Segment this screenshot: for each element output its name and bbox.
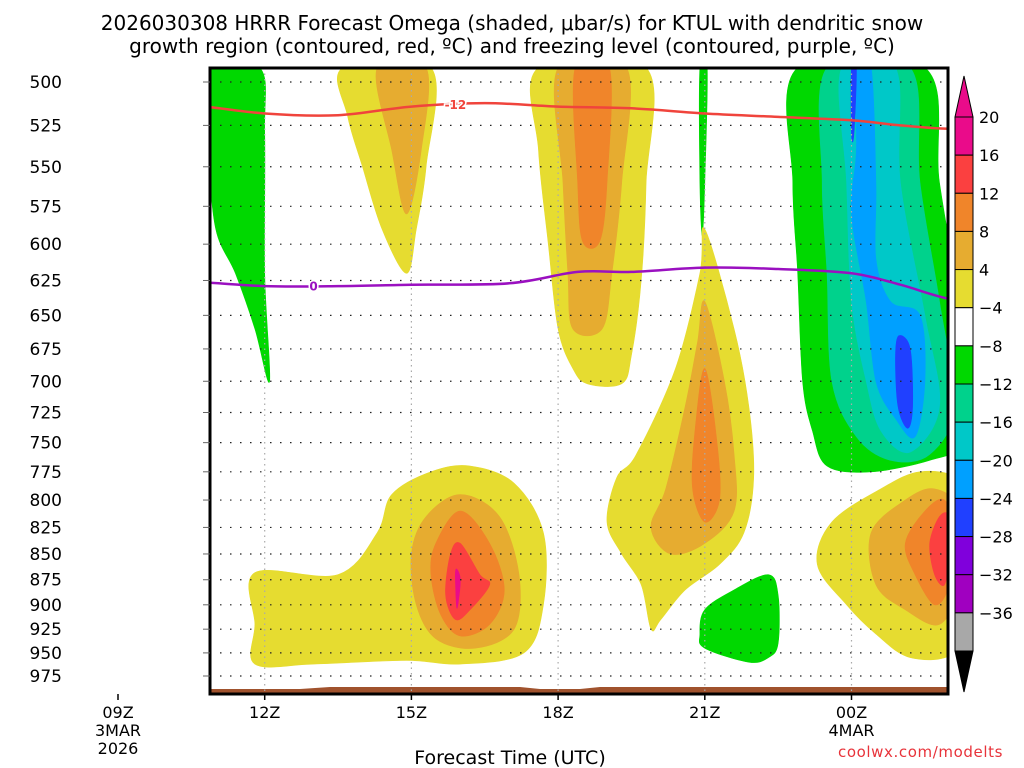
y-tick-label: 750 <box>30 434 62 454</box>
x-tick-label: 21Z <box>689 703 720 722</box>
omega-region-neg24 <box>850 68 857 143</box>
x-tick-label: 18Z <box>542 703 573 722</box>
y-tick-label: 600 <box>30 235 62 255</box>
colorbar-swatch <box>954 421 974 461</box>
contour-label: 0 <box>309 280 317 294</box>
colorbar-label: −32 <box>979 566 1013 585</box>
omega-region-20 <box>455 568 461 609</box>
omega-region-16 <box>1003 49 1024 248</box>
contour-freezing-level-0C <box>210 266 948 300</box>
colorbar: 20 16 12 8 4 −4 −8 −12 −16 −20 −24 −28 −32 −36 <box>954 75 1013 693</box>
x-axis-label: Forecast Time (UTC) <box>414 747 605 768</box>
x-tick-label: 15Z <box>396 703 427 722</box>
y-tick-label: 925 <box>30 620 62 640</box>
x-tick-date: 4MAR <box>828 721 874 740</box>
colorbar-swatch <box>954 307 974 347</box>
x-tick-date: 3MAR <box>95 721 141 740</box>
y-tick-label: 800 <box>30 491 62 511</box>
colorbar-swatch <box>954 154 974 194</box>
y-tick-label: 850 <box>30 545 62 565</box>
credit-text: coolwx.com/modelts <box>838 743 1003 761</box>
colorbar-swatch <box>954 536 974 576</box>
colorbar-bottom-arrow <box>954 650 974 693</box>
y-tick-label: 900 <box>30 596 62 616</box>
colorbar-swatch <box>954 230 974 271</box>
omega-region-neg8 <box>698 68 708 238</box>
x-tick-label: 12Z <box>249 703 280 722</box>
colorbar-label: −20 <box>979 451 1013 470</box>
colorbar-label: −16 <box>979 413 1013 432</box>
y-tick-label: 950 <box>30 644 62 664</box>
y-tick-label: 575 <box>30 197 62 217</box>
contours: -12 0 <box>210 96 948 300</box>
omega-region-neg8 <box>698 574 780 663</box>
colorbar-label: 4 <box>979 261 989 280</box>
colorbar-label: 12 <box>979 184 999 203</box>
y-tick-label: 525 <box>30 116 62 136</box>
colorbar-swatch <box>954 116 974 156</box>
omega-region-12 <box>990 49 1024 284</box>
colorbar-label: 8 <box>979 222 989 241</box>
terrain-band <box>210 687 948 694</box>
colorbar-label: −12 <box>979 375 1013 394</box>
omega-region-12 <box>572 68 612 249</box>
y-tick-label: 775 <box>30 463 62 483</box>
colorbar-label: −4 <box>979 299 1003 318</box>
colorbar-swatch <box>954 459 974 499</box>
y-tick-label: 725 <box>30 403 62 423</box>
omega-region-12 <box>691 368 721 523</box>
y-tick-label: 625 <box>30 271 62 291</box>
colorbar-swatch <box>954 383 974 423</box>
colorbar-swatch <box>954 345 974 385</box>
y-tick-label: 700 <box>30 372 62 392</box>
chart-title-line-1: 2026030308 HRRR Forecast Omega (shaded, … <box>101 11 923 35</box>
colorbar-label: −8 <box>979 337 1003 356</box>
y-tick-label: 500 <box>30 73 62 93</box>
colorbar-swatch <box>954 269 974 309</box>
colorbar-swatch <box>954 192 974 232</box>
x-tick-label: 00Z <box>836 703 867 722</box>
colorbar-swatch <box>954 574 974 614</box>
contour-dendritic-growth-minus12C <box>210 101 948 131</box>
y-tick-label: 975 <box>30 667 62 687</box>
y-tick-label: 825 <box>30 518 62 538</box>
colorbar-label: −28 <box>979 528 1013 547</box>
colorbar-label: −36 <box>979 604 1013 623</box>
contour-label: -12 <box>445 98 467 112</box>
y-axis: 500 525 550 575 600 625 650 675 700 725 750 775 800 8… <box>30 73 210 687</box>
plot-area: -12 0 <box>208 49 1024 696</box>
colorbar-top-arrow <box>954 75 974 118</box>
colorbar-label: 16 <box>979 146 999 165</box>
colorbar-label: 20 <box>979 108 999 127</box>
y-tick-label: 650 <box>30 306 62 326</box>
colorbar-label: −24 <box>979 489 1013 508</box>
omega-shading <box>210 49 1024 668</box>
x-tick-label: 09Z <box>102 703 133 722</box>
colorbar-swatch <box>954 612 974 652</box>
omega-region-20 <box>1012 56 1023 234</box>
x-tick-year: 2026 <box>98 739 139 758</box>
omega-region-16 <box>929 512 948 586</box>
terrain <box>210 687 948 694</box>
y-tick-label: 875 <box>30 571 62 591</box>
omega-region-8 <box>375 68 430 215</box>
colorbar-swatch <box>954 497 974 538</box>
chart-title-line-2: growth region (contoured, red, ºC) and f… <box>129 34 895 58</box>
y-tick-label: 675 <box>30 340 62 360</box>
y-tick-label: 550 <box>30 158 62 178</box>
